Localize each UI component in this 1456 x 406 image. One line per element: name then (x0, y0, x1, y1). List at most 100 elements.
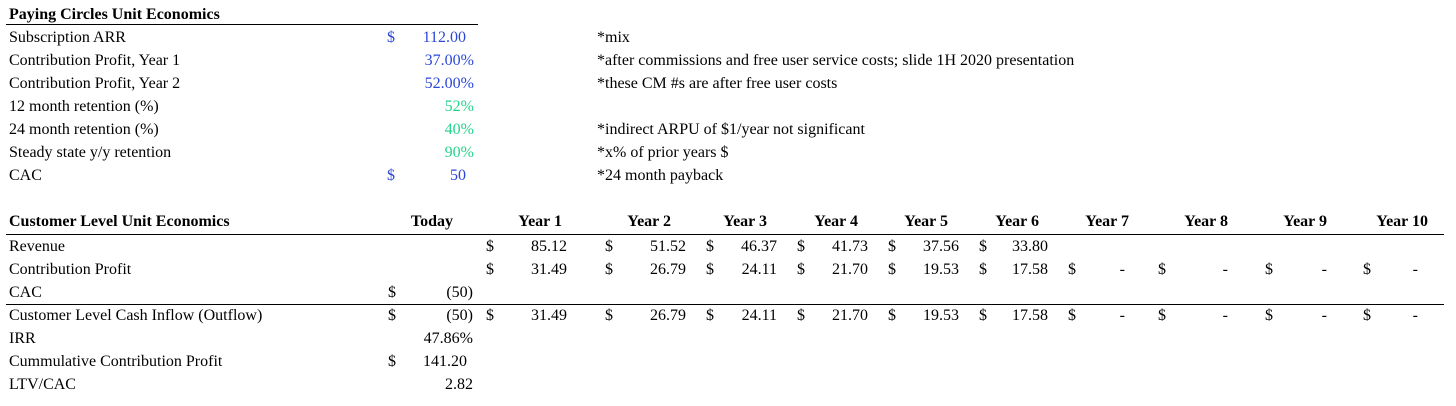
currency-symbol: $ (486, 307, 494, 324)
table-cell: 26.79 (650, 261, 686, 278)
table-cell: - (1222, 261, 1228, 278)
currency-symbol: $ (797, 238, 805, 255)
summary-value: 2.82 (445, 376, 473, 393)
table-cell: 26.79 (650, 307, 686, 324)
table-cell: 51.52 (650, 238, 686, 255)
currency-symbol: $ (387, 29, 395, 46)
currency-symbol: $ (605, 307, 613, 324)
column-header: Year 4 (814, 213, 858, 230)
currency-symbol: $ (486, 261, 494, 278)
column-header: Year 7 (1085, 213, 1129, 230)
currency-symbol: $ (1068, 261, 1076, 278)
currency-symbol: $ (1265, 307, 1273, 324)
table-cell: - (1412, 307, 1418, 324)
assumption-label: Contribution Profit, Year 2 (9, 75, 181, 92)
table-cell: 85.12 (531, 238, 567, 255)
currency-symbol: $ (1363, 307, 1371, 324)
table-row-label: Customer Level Cash Inflow (Outflow) (9, 307, 263, 324)
column-header: Today (410, 213, 453, 230)
table-cell: 17.58 (1012, 307, 1048, 324)
table-cell: 21.70 (832, 307, 868, 324)
currency-symbol: $ (388, 284, 396, 301)
assumption-note: *after commissions and free user service… (597, 52, 1075, 69)
currency-symbol: $ (486, 238, 494, 255)
table-cell: 21.70 (832, 261, 868, 278)
currency-symbol: $ (706, 307, 714, 324)
column-header: Year 9 (1283, 213, 1327, 230)
section-title: Paying Circles Unit Economics (9, 6, 220, 23)
table-row-label: Revenue (9, 238, 65, 255)
assumption-value: 50 (450, 167, 466, 184)
currency-symbol: $ (706, 261, 714, 278)
assumption-value: 37.00% (424, 52, 474, 69)
table-cell: 17.58 (1012, 261, 1048, 278)
currency-symbol: $ (1158, 261, 1166, 278)
currency-symbol: $ (1363, 261, 1371, 278)
table-cell: 33.80 (1012, 238, 1048, 255)
currency-symbol: $ (797, 307, 805, 324)
column-header: Year 6 (995, 213, 1039, 230)
currency-symbol: $ (888, 261, 896, 278)
column-header: Year 2 (627, 213, 671, 230)
table-row-label: Contribution Profit (9, 261, 132, 278)
summary-value: 47.86% (423, 330, 473, 347)
currency-symbol: $ (979, 238, 987, 255)
table-cell: 31.49 (531, 307, 567, 324)
column-header: Year 10 (1376, 213, 1428, 230)
table-cell: 19.53 (923, 261, 959, 278)
currency-symbol: $ (1265, 261, 1273, 278)
assumption-label: 24 month retention (%) (9, 121, 159, 138)
table-cell: 24.11 (741, 307, 777, 324)
assumption-label: Subscription ARR (9, 29, 126, 46)
assumption-value: 52.00% (424, 75, 474, 92)
table-cell: - (1222, 307, 1228, 324)
table-cell: 19.53 (923, 307, 959, 324)
table-cell: 41.73 (832, 238, 868, 255)
table-cell: - (1321, 307, 1327, 324)
table-cell: - (1412, 261, 1418, 278)
currency-symbol: $ (1068, 307, 1076, 324)
summary-label: IRR (9, 330, 36, 347)
assumption-label: Contribution Profit, Year 1 (9, 52, 181, 69)
table-cell: 37.56 (923, 238, 959, 255)
currency-symbol: $ (388, 353, 396, 370)
currency-symbol: $ (979, 307, 987, 324)
column-header: Year 5 (904, 213, 948, 230)
currency-symbol: $ (605, 261, 613, 278)
column-header: Year 1 (518, 213, 562, 230)
table-row-label: CAC (9, 284, 42, 301)
assumption-note: *these CM #s are after free user costs (597, 75, 838, 92)
column-header: Year 3 (723, 213, 767, 230)
assumption-value: 112.00 (422, 29, 466, 46)
summary-label: Cummulative Contribution Profit (9, 353, 223, 370)
table-cell: - (1119, 307, 1125, 324)
assumption-note: *x% of prior years $ (597, 144, 729, 161)
column-header: Year 8 (1184, 213, 1228, 230)
table-cell: 24.11 (741, 261, 777, 278)
assumption-label: CAC (9, 167, 42, 184)
currency-symbol: $ (888, 238, 896, 255)
assumption-note: *mix (597, 29, 630, 46)
header-underline (6, 234, 1444, 235)
currency-symbol: $ (706, 238, 714, 255)
table-cell: - (1321, 261, 1327, 278)
assumption-value: 40% (444, 121, 474, 138)
cac-underline (6, 304, 1444, 305)
table-cell: - (1119, 261, 1125, 278)
currency-symbol: $ (797, 261, 805, 278)
currency-symbol: $ (888, 307, 896, 324)
assumption-note: *24 month payback (597, 167, 724, 184)
assumption-label: Steady state y/y retention (9, 144, 172, 161)
currency-symbol: $ (1158, 307, 1166, 324)
table-cell: 31.49 (531, 261, 567, 278)
summary-label: LTV/CAC (9, 376, 76, 393)
currency-symbol: $ (979, 261, 987, 278)
table-cell: (50) (446, 307, 473, 324)
currency-symbol: $ (605, 238, 613, 255)
summary-value: 141.20 (423, 353, 467, 370)
assumption-value: 52% (444, 98, 474, 115)
table-cell: 46.37 (741, 238, 777, 255)
currency-symbol: $ (388, 307, 396, 324)
section-title: Customer Level Unit Economics (9, 213, 230, 230)
section-title-underline (6, 24, 478, 25)
